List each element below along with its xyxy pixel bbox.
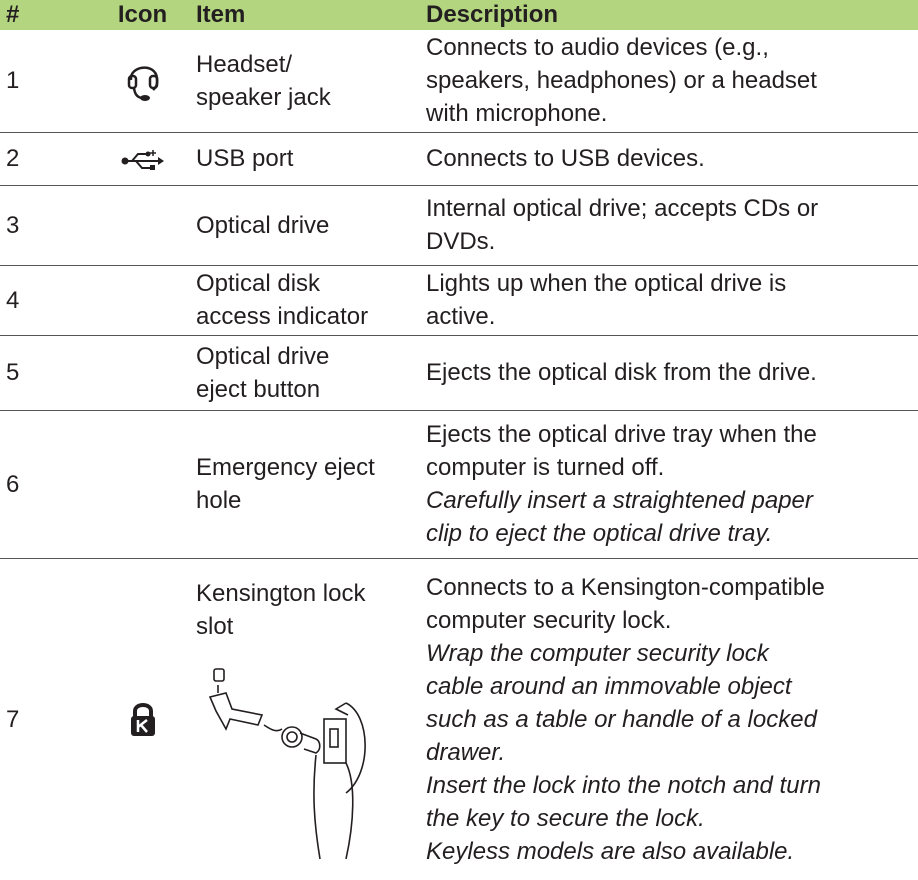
text-line: drawer. xyxy=(426,738,506,766)
description-cell: Ejects the optical disk from the drive. xyxy=(420,335,918,411)
text-line: Optical drive xyxy=(196,211,330,239)
table-row: 1 Headset/speaker jack Connects to audio d… xyxy=(0,30,918,133)
text-line: USB port xyxy=(196,145,294,172)
text-line: Kensington lock xyxy=(196,579,366,607)
number-cell: 6 xyxy=(0,410,95,559)
header-cell: Icon xyxy=(95,0,190,30)
text-line: with microphone. xyxy=(426,100,608,128)
item-cell: Optical drive eject button xyxy=(190,335,420,411)
text-line: Connects to USB devices. xyxy=(426,145,705,172)
text-line: Connects to audio devices (e.g., xyxy=(426,34,769,62)
text-line: computer security lock. xyxy=(426,606,672,634)
description-cell: Ejects the optical drive tray when the co… xyxy=(420,410,918,559)
number-cell: 4 xyxy=(0,265,95,336)
icon xyxy=(120,148,165,171)
text-line: access indicator xyxy=(196,303,369,330)
text-line: Emergency eject xyxy=(196,454,375,481)
header-row: # Icon Item Description xyxy=(0,0,918,30)
text-line: speaker jack xyxy=(196,83,331,111)
text-line: Ejects the optical disk from the drive. xyxy=(426,359,817,386)
description-cell: Lights up when the optical drive is activ… xyxy=(420,265,918,336)
text-line: cable around an immovable object xyxy=(426,672,792,700)
item-cell: Headset/speaker jack xyxy=(190,30,420,133)
description-cell: Internal optical drive; accepts CDs or DV… xyxy=(420,185,918,266)
icon-cell xyxy=(95,558,190,880)
icon-cell xyxy=(95,132,190,186)
number-cell: 2 xyxy=(0,132,95,186)
header-cell: # xyxy=(0,0,95,30)
text-line: eject button xyxy=(196,375,321,403)
text-line: DVDs. xyxy=(426,228,496,255)
text-line: slot xyxy=(196,612,234,640)
table-row: 2 USB port Connects to USB devices. xyxy=(0,132,918,186)
text-line: such as a table or handle of a locked xyxy=(426,705,817,733)
table-row: 3 Optical drive Internal optical drive; ac… xyxy=(0,185,918,266)
table-row: 5 Optical drive eject button Ejects the opt… xyxy=(0,335,918,411)
text-line: Insert the lock into the notch and turn xyxy=(426,771,821,799)
number-cell: 1 xyxy=(0,30,95,133)
text-line: Headset/ xyxy=(196,50,293,78)
item-cell: Kensington lock slot xyxy=(190,558,420,880)
table-row: 6 Emergency eject hole Ejects the optical d… xyxy=(0,410,918,559)
number-cell: 3 xyxy=(0,185,95,266)
description-cell: Connects to audio devices (e.g., speakers… xyxy=(420,30,918,133)
kensington-illustration xyxy=(208,667,366,859)
description-cell: Connects to USB devices. xyxy=(420,132,918,186)
text-line: Optical drive xyxy=(196,342,330,370)
text-line: speakers, headphones) or a headset xyxy=(426,67,817,95)
text-line: Carefully insert a straightened paper xyxy=(426,487,813,514)
item-cell: Optical drive xyxy=(190,185,420,266)
icon-cell xyxy=(95,335,190,411)
text-line: active. xyxy=(426,303,496,330)
number-cell: 5 xyxy=(0,335,95,411)
icon-cell xyxy=(95,185,190,266)
text-line: hole xyxy=(196,487,242,514)
icon xyxy=(127,66,158,102)
text-line: the key to secure the lock. xyxy=(426,804,705,832)
item-cell: Emergency eject hole xyxy=(190,410,420,559)
header-cell: Item xyxy=(190,0,420,30)
number-cell: 7 xyxy=(6,705,20,733)
icon-cell xyxy=(95,410,190,559)
table-row: 4 Optical disk access indicator Lights up w… xyxy=(0,265,918,336)
icon-cell xyxy=(95,265,190,336)
text-line: Wrap the computer security lock xyxy=(426,639,769,667)
icon-cell xyxy=(95,30,190,133)
text-line: Optical disk xyxy=(196,270,321,297)
header-cell: Description xyxy=(420,0,918,30)
text-line: Lights up when the optical drive is xyxy=(426,270,787,297)
icon xyxy=(128,703,157,739)
item-cell: Optical disk access indicator xyxy=(190,265,420,336)
text-line: computer is turned off. xyxy=(426,454,665,481)
description-cell: Connects to a Kensington-compatible compu… xyxy=(420,558,918,880)
text-line: Connects to a Kensington-compatible xyxy=(426,573,825,601)
text-line: Ejects the optical drive tray when the xyxy=(426,421,817,448)
text-line: clip to eject the optical drive tray. xyxy=(426,520,773,547)
item-cell: USB port xyxy=(190,132,420,186)
table-row: 7 Kensington lock slot Connects to a Kensin… xyxy=(0,558,918,880)
text-line: Keyless models are also available. xyxy=(426,837,795,865)
text-line: Internal optical drive; accepts CDs or xyxy=(426,195,819,222)
